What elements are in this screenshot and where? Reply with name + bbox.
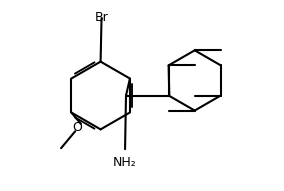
Text: Br: Br xyxy=(95,11,108,24)
Text: NH₂: NH₂ xyxy=(113,156,137,169)
Text: O: O xyxy=(72,121,82,134)
